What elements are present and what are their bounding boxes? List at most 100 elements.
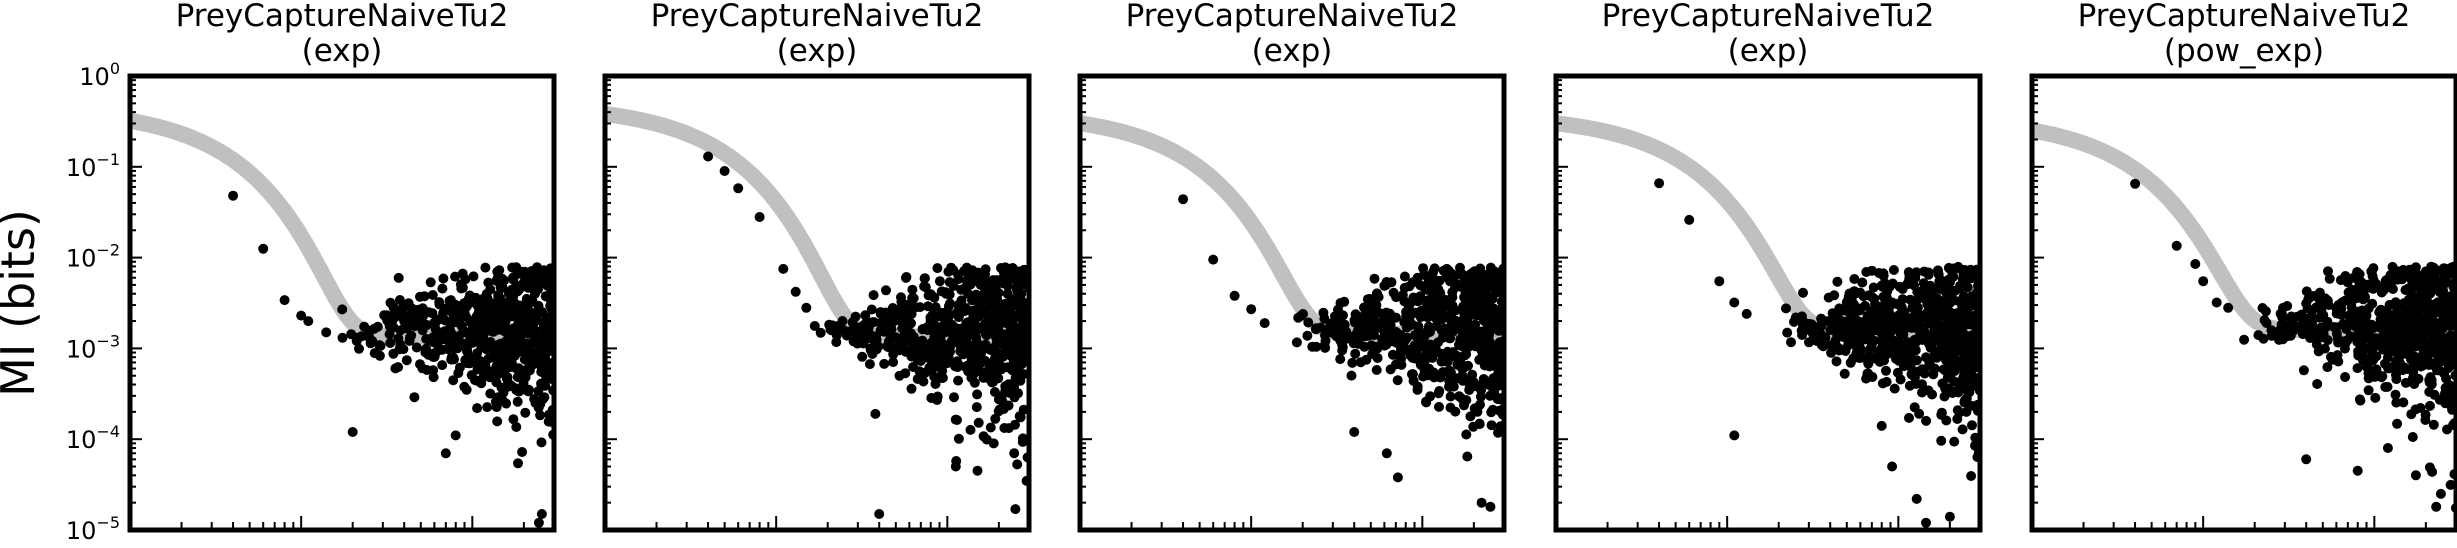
data-point <box>1439 356 1449 367</box>
data-point <box>927 310 938 321</box>
data-point <box>1949 436 1960 447</box>
data-point <box>994 404 1005 415</box>
data-point <box>2433 298 2444 309</box>
data-points <box>228 190 554 528</box>
data-point <box>975 349 986 360</box>
data-point <box>1350 309 1361 320</box>
data-point <box>1451 279 1462 290</box>
data-point <box>1917 310 1928 321</box>
data-point <box>901 272 911 283</box>
data-point <box>1434 386 1445 396</box>
data-point <box>978 431 989 442</box>
data-point <box>434 299 445 310</box>
data-points <box>1178 194 1504 512</box>
data-point <box>965 424 976 435</box>
data-point <box>929 292 940 303</box>
data-point <box>1361 310 1372 321</box>
data-point <box>1381 314 1392 324</box>
data-point <box>427 308 438 319</box>
data-point <box>438 273 449 284</box>
data-point <box>2344 310 2355 321</box>
y-ticks <box>605 75 617 531</box>
data-point <box>1953 360 1964 371</box>
data-point <box>2377 371 2388 382</box>
data-point <box>2375 338 2386 349</box>
plot-area <box>605 106 1029 519</box>
data-point <box>2424 462 2435 473</box>
data-point <box>2382 381 2393 392</box>
data-point <box>1492 321 1503 332</box>
axes-frame <box>1077 73 1507 533</box>
data-point <box>1882 339 1893 349</box>
data-point <box>2276 319 2287 330</box>
data-point <box>2266 325 2277 336</box>
plot-area <box>2032 122 2456 513</box>
data-point <box>459 298 469 309</box>
data-point <box>1445 333 1456 344</box>
data-point <box>1963 298 1973 309</box>
data-point <box>1898 329 1909 340</box>
data-point <box>1861 267 1872 277</box>
data-point <box>1956 376 1967 387</box>
data-point <box>493 369 504 379</box>
axes-frame <box>602 73 1032 533</box>
data-point <box>1966 471 1977 481</box>
data-point <box>1005 264 1016 275</box>
data-point <box>2412 303 2423 314</box>
data-point <box>919 281 930 292</box>
data-point <box>1303 317 1314 328</box>
data-point <box>1942 325 1953 336</box>
y-tick-label: 10−2 <box>66 241 120 273</box>
data-point <box>1816 313 1827 324</box>
data-point <box>2410 341 2421 352</box>
y-tick-exponent: −3 <box>96 331 120 350</box>
data-point <box>1391 312 1401 323</box>
data-point <box>2333 337 2344 348</box>
data-point <box>2409 379 2420 389</box>
data-point <box>522 312 533 323</box>
data-point <box>398 344 409 355</box>
data-point <box>1493 427 1503 438</box>
x-ticks <box>655 516 1000 530</box>
data-point <box>1491 371 1502 382</box>
data-point <box>536 509 547 519</box>
data-point <box>516 281 527 292</box>
data-point <box>490 316 501 327</box>
data-point <box>2312 379 2323 389</box>
data-point <box>2368 349 2379 360</box>
data-point <box>943 266 954 277</box>
data-point <box>932 263 943 274</box>
data-point <box>503 377 514 388</box>
data-point <box>1946 341 1957 352</box>
data-point <box>1469 403 1480 414</box>
data-point <box>518 378 529 389</box>
data-point <box>464 290 475 301</box>
data-point <box>973 417 984 428</box>
data-point <box>790 286 801 297</box>
data-point <box>1882 312 1893 322</box>
data-point <box>2190 259 2201 269</box>
data-point <box>1868 282 1879 293</box>
axes-frame <box>1553 73 1983 533</box>
data-point <box>1890 298 1901 309</box>
data-point <box>480 262 491 273</box>
data-point <box>279 295 290 306</box>
panel-title-line1: PreyCaptureNaiveTu2 <box>1602 0 1935 34</box>
data-point <box>519 266 530 277</box>
data-point <box>953 375 964 386</box>
panel-title-line1: PreyCaptureNaiveTu2 <box>2078 0 2411 34</box>
data-point <box>1729 430 1740 441</box>
data-point <box>2223 302 2234 313</box>
data-point <box>960 282 971 293</box>
data-point <box>1741 308 1752 319</box>
data-point <box>907 284 918 295</box>
data-point <box>1476 281 1487 291</box>
data-point <box>1392 472 1403 483</box>
data-point <box>478 293 489 304</box>
data-point <box>449 338 460 349</box>
data-point <box>1000 381 1011 392</box>
data-point <box>1012 459 1023 470</box>
data-point <box>1826 340 1837 351</box>
plot-area <box>1556 115 1980 528</box>
y-tick-label: 10−1 <box>66 150 120 182</box>
